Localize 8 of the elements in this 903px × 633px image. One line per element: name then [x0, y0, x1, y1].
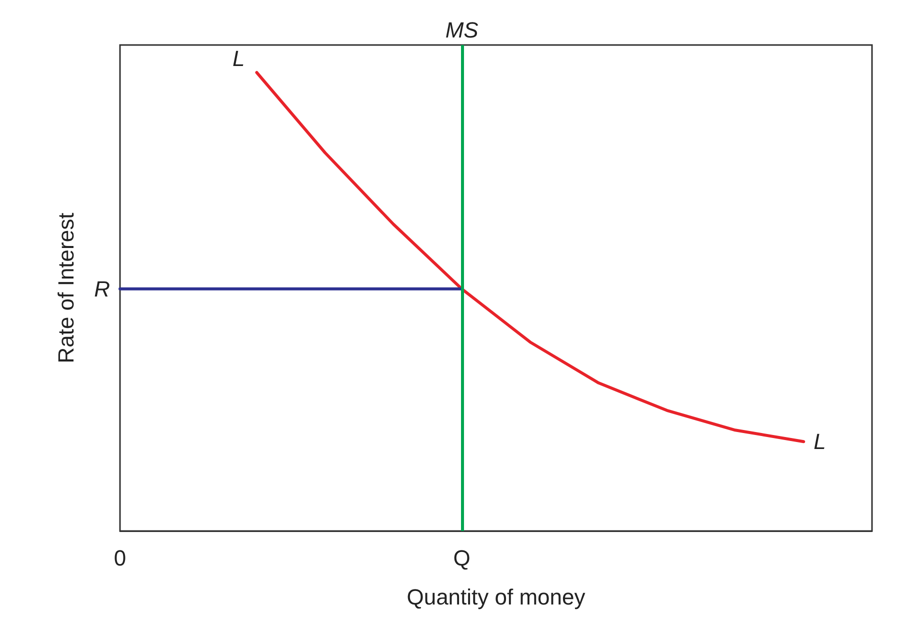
x-tick-label: 0 [114, 546, 126, 570]
x-axis-title: Quantity of money [406, 584, 586, 610]
y-axis-title: Rate of Interest [54, 212, 78, 364]
x-tick-label: Q [453, 546, 470, 570]
text: L [232, 46, 245, 72]
ref-line-label: MS [445, 18, 479, 42]
series-label: L [814, 429, 826, 454]
series-label: R [94, 276, 110, 302]
